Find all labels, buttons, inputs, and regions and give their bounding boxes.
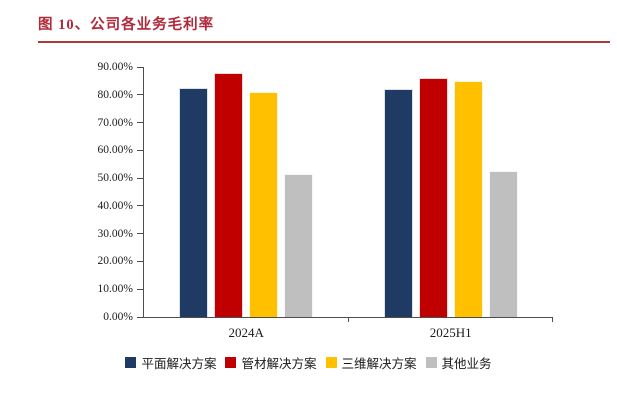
y-axis-tick <box>137 260 144 262</box>
legend-swatch-icon <box>125 357 137 368</box>
y-axis-tick <box>137 205 144 207</box>
y-axis-tick-label: 80.00% <box>97 88 133 101</box>
y-axis-tick <box>137 94 144 96</box>
x-axis-tick <box>347 317 349 322</box>
y-axis-tick-label: 30.00% <box>97 227 133 240</box>
y-axis-tick-label: 20.00% <box>97 255 133 268</box>
x-axis-tick <box>552 317 553 322</box>
bar-series-2-2024A <box>214 72 244 317</box>
y-axis-tick-label: 50.00% <box>97 172 133 185</box>
legend-swatch-icon <box>225 357 237 368</box>
y-axis-tick <box>137 177 144 179</box>
bar-series-2-2025H1 <box>418 77 448 317</box>
y-axis-tick <box>137 288 144 290</box>
bar-series-4-2025H1 <box>488 170 518 317</box>
legend-item: 平面解决方案 <box>125 353 216 372</box>
y-axis-tick-label: 10.00% <box>97 283 133 296</box>
bar-series-1-2024A <box>179 87 209 317</box>
y-axis-tick <box>137 233 144 235</box>
bar-series-1-2025H1 <box>383 89 413 317</box>
legend-item: 其他业务 <box>425 353 492 372</box>
bar-series-4-2024A <box>284 173 314 317</box>
legend-swatch-icon <box>425 357 437 368</box>
x-axis-category-label: 2024A <box>228 325 264 340</box>
y-axis-tick <box>137 66 144 68</box>
legend-item: 管材解决方案 <box>225 353 317 372</box>
y-axis-tick <box>137 316 144 318</box>
bar-series-3-2025H1 <box>453 81 483 317</box>
y-axis-tick-label: 70.00% <box>97 116 133 129</box>
legend-swatch-icon <box>325 357 337 368</box>
bar-chart-plot-area: 0.00% 10.00% 20.00% 30.00% 40.00% 50.00% 60.00… <box>98 61 554 340</box>
chart-legend: 平面解决方案 管材解决方案 三维解决方案 其他业务 <box>0 353 617 372</box>
legend-label: 管材解决方案 <box>241 357 317 371</box>
legend-label: 平面解决方案 <box>141 357 217 371</box>
y-axis-tick-label: 0.00% <box>103 311 133 323</box>
y-axis-tick-label: 40.00% <box>97 199 133 212</box>
y-axis-tick-label: 60.00% <box>97 144 133 157</box>
bar-group-2025H1 <box>349 67 554 317</box>
x-axis-category-label: 2025H1 <box>429 325 472 340</box>
legend-item: 三维解决方案 <box>325 353 417 372</box>
bar-group-2024A <box>144 67 349 317</box>
y-axis-tick-label: 90.00% <box>97 61 133 73</box>
bar-series-3-2024A <box>249 92 279 317</box>
figure-title: 图 10、公司各业务毛利率 <box>38 17 215 33</box>
legend-label: 三维解决方案 <box>341 357 417 371</box>
y-axis-tick <box>137 149 144 151</box>
y-axis-tick <box>137 122 144 124</box>
legend-label: 其他业务 <box>441 357 492 371</box>
title-rule <box>38 41 610 43</box>
